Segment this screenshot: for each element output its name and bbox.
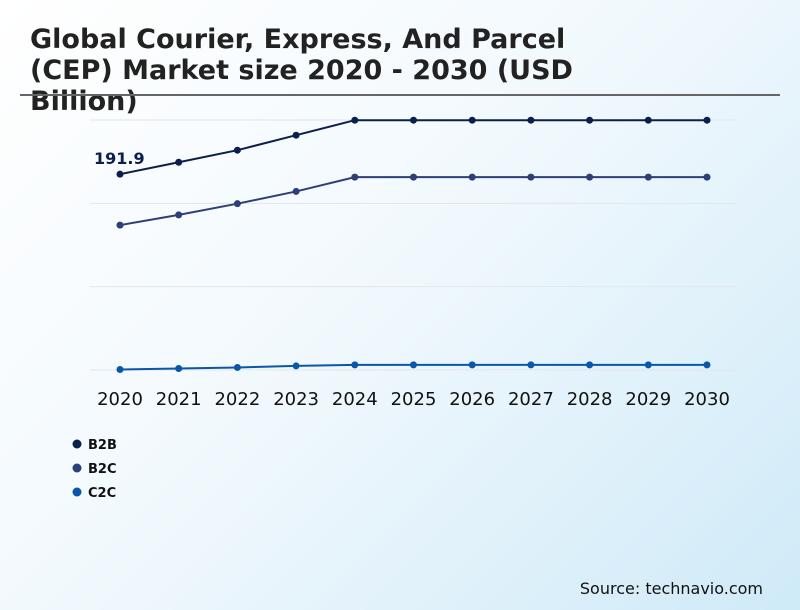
data-point	[468, 361, 476, 369]
chart-title: Global Courier, Express, And Parcel (CEP…	[30, 24, 573, 117]
data-point	[116, 221, 124, 229]
x-tick-label: 2027	[508, 389, 554, 410]
data-point	[586, 116, 594, 124]
data-point	[175, 364, 183, 372]
data-point	[351, 116, 359, 124]
legend-label: B2C	[88, 462, 117, 477]
data-point	[233, 146, 241, 154]
data-point	[410, 116, 417, 124]
x-tick-label: 2020	[97, 389, 143, 410]
data-point	[233, 200, 241, 208]
data-point	[351, 361, 359, 369]
data-point	[703, 361, 711, 369]
data-point	[351, 173, 359, 181]
x-tick-label: 2022	[214, 389, 260, 410]
x-tick-label: 2026	[449, 389, 495, 410]
data-point	[116, 170, 124, 178]
data-label: 191.9	[94, 149, 145, 168]
series-line	[119, 119, 707, 176]
data-point	[116, 365, 124, 373]
x-tick-label: 2024	[332, 389, 378, 410]
x-tick-label: 2028	[567, 389, 613, 410]
data-point	[175, 158, 183, 166]
data-point	[527, 361, 535, 369]
legend-marker	[72, 439, 82, 449]
data-point	[586, 173, 594, 181]
data-point	[410, 173, 417, 181]
data-point	[644, 361, 652, 369]
data-point	[410, 361, 417, 369]
legend-label: C2C	[88, 486, 116, 501]
x-tick-label: 2030	[684, 389, 730, 410]
data-point	[586, 361, 594, 369]
title-divider	[20, 94, 780, 96]
data-point	[292, 131, 300, 139]
data-point	[292, 362, 300, 370]
data-point	[703, 173, 711, 181]
data-point	[644, 173, 652, 181]
data-point	[527, 173, 535, 181]
data-point	[644, 116, 652, 124]
x-tick-label: 2025	[391, 389, 437, 410]
x-tick-label: 2023	[273, 389, 319, 410]
legend-marker	[72, 463, 82, 473]
series-c2c	[116, 361, 711, 373]
data-point	[703, 116, 711, 124]
legend-label: B2B	[88, 438, 117, 453]
series-b2b	[116, 116, 711, 178]
data-point	[233, 363, 241, 371]
x-tick-label: 2029	[625, 389, 671, 410]
data-point	[527, 116, 535, 124]
series-line	[119, 176, 707, 227]
source-text: Source: technavio.com	[579, 579, 763, 598]
legend-marker	[72, 487, 82, 497]
series-b2c	[116, 173, 711, 229]
x-tick-label: 2021	[156, 389, 202, 410]
data-point	[292, 187, 300, 195]
data-point	[468, 173, 476, 181]
data-point	[468, 116, 476, 124]
data-point	[175, 211, 183, 219]
